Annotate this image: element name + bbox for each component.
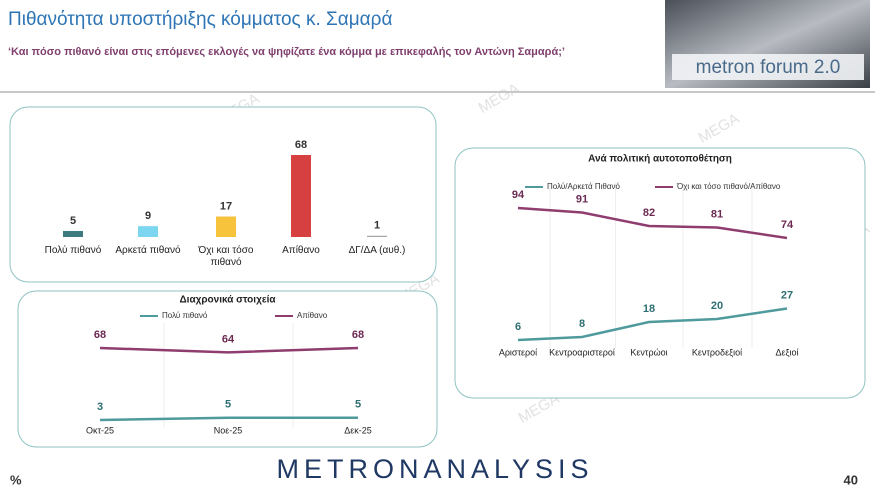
legend-label: Πολύ πιθανό bbox=[162, 311, 208, 320]
data-label: 68 bbox=[352, 329, 364, 341]
chart-panel bbox=[9, 106, 437, 283]
data-label: 17 bbox=[220, 200, 232, 212]
line bbox=[517, 307, 788, 342]
data-label: 9 bbox=[145, 210, 151, 222]
data-label: 3 bbox=[97, 401, 103, 413]
logo-band bbox=[672, 54, 864, 80]
x-tick-label: Κεντροαριστεροί bbox=[549, 347, 615, 357]
x-tick-label: Αρκετά πιθανό bbox=[115, 245, 181, 256]
legend-label: Όχι και τόσο πιθανό/Απίθανο bbox=[676, 182, 781, 191]
unit: % bbox=[10, 472, 22, 487]
legend-label: Πολύ/Αρκετά Πιθανό bbox=[547, 182, 620, 191]
x-tick-label: Δεκ-25 bbox=[344, 425, 372, 435]
data-label: 5 bbox=[355, 399, 361, 411]
bar bbox=[216, 216, 236, 237]
bar bbox=[138, 226, 158, 237]
x-tick-label: Οκτ-25 bbox=[86, 425, 114, 435]
data-label: 18 bbox=[643, 303, 655, 315]
data-label: 1 bbox=[374, 220, 380, 232]
chart-title: Διαχρονικά στοιχεία bbox=[179, 295, 276, 306]
data-label: 64 bbox=[222, 333, 235, 345]
data-label: 74 bbox=[781, 219, 794, 231]
bar bbox=[63, 230, 83, 237]
x-tick-label: Νοε-25 bbox=[214, 425, 243, 435]
x-tick-label: Πολύ πιθανό bbox=[44, 245, 102, 256]
x-tick-label: Δεξιοί bbox=[775, 347, 798, 357]
line bbox=[99, 346, 359, 354]
data-label: 27 bbox=[781, 289, 793, 301]
chart-title: Ανά πολιτική αυτοτοποθέτηση bbox=[588, 154, 732, 165]
x-tick-label: Κεντρώοι bbox=[630, 347, 667, 357]
data-label: 6 bbox=[515, 321, 521, 333]
line bbox=[99, 416, 358, 422]
watermark: MEGA bbox=[475, 80, 522, 117]
data-label: 94 bbox=[512, 189, 525, 201]
data-label: 91 bbox=[576, 193, 588, 205]
data-label: 82 bbox=[643, 207, 655, 219]
x-tick-label: ΔΓ/ΔΑ (αυθ.) bbox=[348, 245, 406, 256]
data-label: 5 bbox=[70, 215, 76, 227]
data-label: 8 bbox=[579, 318, 585, 330]
brand: METRONANALYSIS bbox=[276, 454, 593, 484]
x-tick-label: Όχι και τόσο πιθανό bbox=[198, 245, 254, 268]
chart-panel bbox=[454, 147, 866, 399]
data-label: 68 bbox=[94, 329, 106, 341]
x-tick-label: Αριστεροί bbox=[499, 347, 537, 357]
subtitle: ‘Και πόσο πιθανό είναι στις επόμενες εκλ… bbox=[8, 46, 565, 58]
page-number: 40 bbox=[844, 472, 858, 487]
bar bbox=[291, 155, 311, 237]
data-label: 81 bbox=[711, 208, 723, 220]
logo-text: metron forum 2.0 bbox=[696, 57, 841, 78]
x-tick-label: Κεντροδεξιοί bbox=[692, 347, 742, 357]
x-tick-label: Απίθανο bbox=[282, 245, 320, 256]
chart-panel bbox=[17, 290, 438, 448]
watermark: MEGA bbox=[695, 110, 742, 147]
line bbox=[517, 206, 788, 240]
legend-label: Απίθανο bbox=[297, 311, 328, 320]
data-label: 5 bbox=[225, 399, 231, 411]
data-label: 20 bbox=[711, 300, 723, 312]
title: Πιθανότητα υποστήριξης κόμματος κ. Σαμαρ… bbox=[8, 9, 392, 30]
bar bbox=[367, 235, 387, 237]
data-label: 68 bbox=[295, 139, 307, 151]
